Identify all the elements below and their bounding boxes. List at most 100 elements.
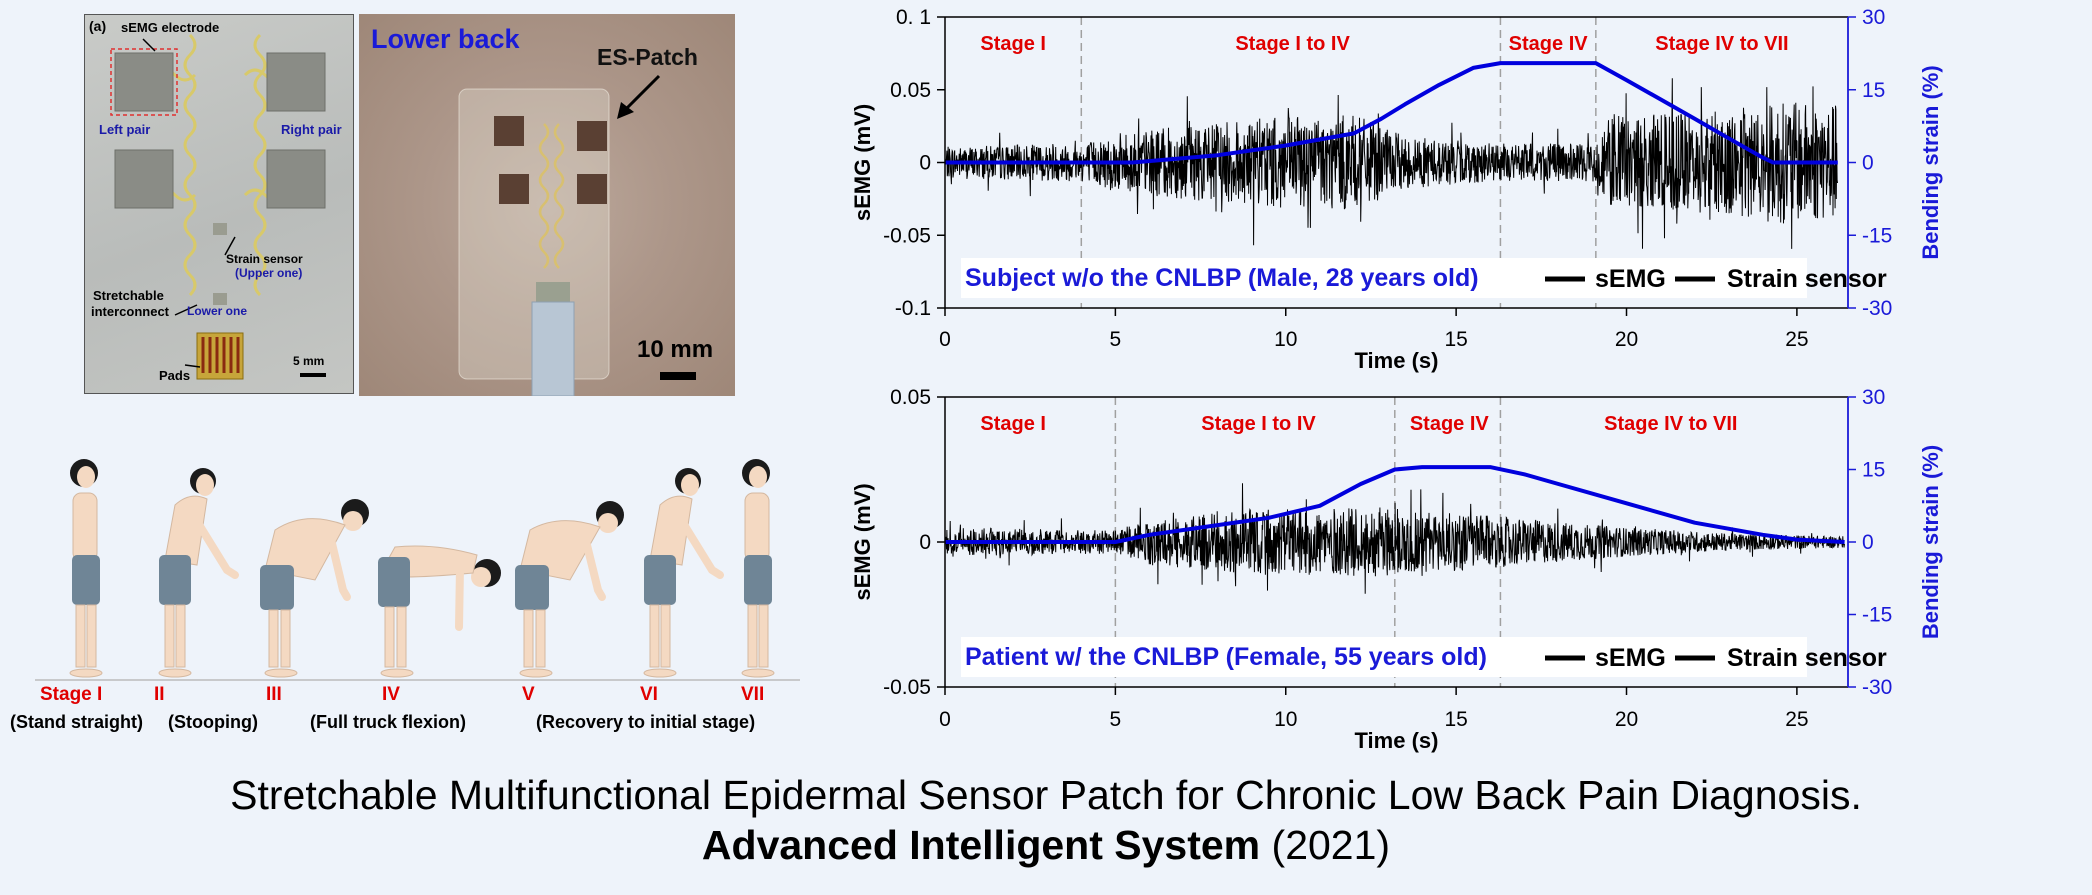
- stage-label: Stage I to IV: [1235, 33, 1350, 55]
- posture-stage-4: [378, 545, 501, 678]
- posture-stage-1: [69, 459, 103, 678]
- stage-label: Stage IV to VII: [1655, 33, 1788, 55]
- label-semg-electrode: sEMG electrode: [121, 20, 220, 35]
- patch-on-skin-drawing: [458, 74, 696, 396]
- x-tick-label: 10: [1274, 708, 1297, 731]
- strain-curve: [945, 61, 1838, 165]
- y2-tick-label: -15: [1862, 604, 1892, 627]
- strain-curve: [945, 465, 1845, 544]
- posture-label-6: VI: [640, 684, 658, 705]
- x-tick-label: 25: [1785, 328, 1808, 351]
- y-tick-label: -0.05: [883, 676, 931, 699]
- x-tick-label: 15: [1444, 328, 1467, 351]
- y2-tick-label: 30: [1862, 386, 1885, 409]
- y-tick-label: 0: [919, 531, 931, 554]
- semg-trace: [945, 78, 1838, 249]
- posture-label-5: V: [522, 684, 535, 705]
- posture-stage-6: [643, 468, 724, 678]
- posture-label-1: Stage I: [40, 684, 103, 705]
- y2-tick-label: 15: [1862, 79, 1885, 102]
- y-tick-label: 0.05: [890, 386, 931, 409]
- label-es-patch: ES-Patch: [597, 44, 698, 70]
- posture-stage-5: [515, 501, 624, 678]
- posture-label-4: IV: [382, 684, 400, 705]
- stage-label: Stage I: [980, 33, 1046, 55]
- x-axis-label: Time (s): [1355, 728, 1439, 753]
- x-tick-label: 5: [1110, 328, 1122, 351]
- stage-label: Stage I: [980, 413, 1046, 435]
- label-lower-back: Lower back: [371, 24, 520, 54]
- legend-label-semg: sEMG: [1595, 265, 1666, 293]
- caption-year: (2021): [1271, 822, 1391, 868]
- y-tick-label: 0. 1: [896, 6, 931, 29]
- y-axis-label: sEMG (mV): [850, 104, 875, 221]
- label-scale-10mm: 10 mm: [637, 336, 714, 363]
- y2-tick-label: 0: [1862, 152, 1874, 175]
- x-tick-label: 10: [1274, 328, 1297, 351]
- strain-sensor-upper: [213, 223, 227, 235]
- y2-tick-label: 30: [1862, 6, 1885, 29]
- x-tick-label: 20: [1615, 708, 1638, 731]
- electrode-right-lower: [266, 149, 326, 209]
- y-tick-label: -0.1: [895, 297, 931, 320]
- label-lower-one: Lower one: [187, 304, 248, 318]
- electrode-left-lower: [114, 149, 174, 209]
- label-stretchable: Stretchable: [93, 288, 164, 303]
- scale-bar-10mm: [660, 372, 696, 380]
- strain-sensor-lower: [213, 293, 227, 305]
- legend-title: Subject w/o the CNLBP (Male, 28 years ol…: [965, 264, 1479, 292]
- caption-journal: Advanced Intelligent System: [701, 822, 1261, 868]
- label-upper-one: (Upper one): [235, 266, 303, 280]
- legend-box: [961, 637, 1807, 677]
- x-tick-label: 0: [939, 328, 951, 351]
- legend-label-strain: Strain sensor: [1727, 265, 1887, 293]
- caption-title: Stretchable Multifunctional Epidermal Se…: [230, 772, 1862, 818]
- device-layout-drawing: [110, 33, 326, 380]
- label-scale-5mm: 5 mm: [293, 354, 325, 368]
- posture-figures: [35, 459, 800, 681]
- electrode-right-upper: [266, 52, 326, 112]
- chart-subject-healthy: 0 5 10 15 20 25 -0.1 -0.05 0 0.05 0. 1 -30 -15 0 15 30 T…: [850, 6, 1943, 373]
- stage-label: Stage IV: [1410, 413, 1490, 435]
- caption-citation: Advanced Intelligent System (2021): [0, 822, 2092, 869]
- y2-tick-label: 0: [1862, 531, 1874, 554]
- posture-stage-2: [158, 468, 239, 678]
- lower-back-photo: Lower back ES-Patch 10 mm: [359, 14, 735, 396]
- y-tick-label: -0.05: [883, 224, 931, 247]
- y2-tick-label: -15: [1862, 224, 1892, 247]
- x-tick-label: 25: [1785, 708, 1808, 731]
- x-tick-label: 20: [1615, 328, 1638, 351]
- label-left-pair: Left pair: [99, 122, 151, 137]
- y2-tick-label: -30: [1862, 676, 1892, 699]
- stage-label: Stage IV to VII: [1604, 413, 1737, 435]
- label-pads: Pads: [159, 368, 191, 383]
- y2-axis-label: Bending strain (%): [1918, 65, 1943, 259]
- scale-bar-5mm: [300, 373, 326, 377]
- posture-desc-recovery: (Recovery to initial stage): [536, 712, 756, 732]
- chart-patient-cnlbp: 0 5 10 15 20 25 -0.05 0 0.05 -30 -15 0 15 30 Time (s) s…: [850, 386, 1943, 753]
- stage-label: Stage IV: [1509, 33, 1589, 55]
- label-interconnect: interconnect: [91, 304, 170, 319]
- legend-title: Patient w/ the CNLBP (Female, 55 years o…: [965, 643, 1487, 671]
- x-axis-label: Time (s): [1355, 348, 1439, 373]
- label-strain-sensor: Strain sensor: [226, 252, 303, 266]
- posture-desc-flexion: (Full truck flexion): [310, 712, 467, 732]
- legend-label-strain: Strain sensor: [1727, 644, 1887, 672]
- legend-label-semg: sEMG: [1595, 644, 1666, 672]
- posture-stage-3: [260, 499, 369, 678]
- panel-label: (a): [89, 18, 107, 34]
- x-tick-label: 0: [939, 708, 951, 731]
- y2-axis-label: Bending strain (%): [1918, 445, 1943, 639]
- device-photo: (a) sEMG electrode Left pair Right pair …: [84, 14, 354, 394]
- electrode-left-upper: [114, 52, 174, 112]
- y2-tick-label: -30: [1862, 297, 1892, 320]
- posture-desc-stoop: (Stooping): [168, 712, 258, 732]
- x-tick-label: 15: [1444, 708, 1467, 731]
- pads-block: [196, 332, 244, 380]
- posture-label-3: III: [266, 684, 282, 705]
- y-tick-label: 0: [919, 152, 931, 175]
- legend-box: [961, 258, 1807, 298]
- semg-trace: [945, 483, 1845, 594]
- stage-label: Stage I to IV: [1201, 413, 1316, 435]
- posture-label-7: VII: [741, 684, 765, 705]
